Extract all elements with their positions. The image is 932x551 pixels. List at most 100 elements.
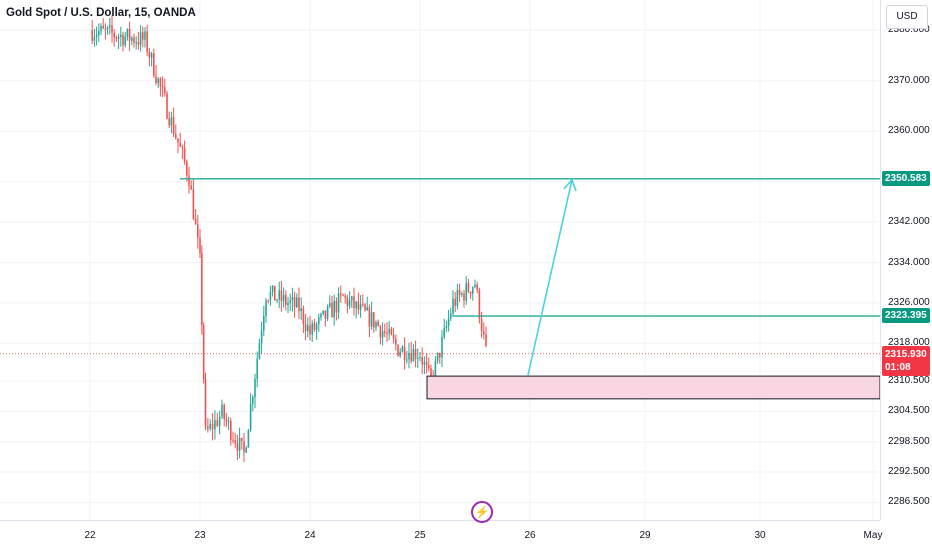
candle-body (227, 420, 230, 422)
candle-body (109, 25, 111, 28)
candle-body (278, 290, 280, 300)
candle-body (254, 378, 256, 398)
lightning-icon[interactable]: ⚡ (471, 501, 493, 523)
candle-body (370, 312, 373, 327)
candle-body (366, 307, 368, 311)
candle-body (190, 185, 192, 190)
candle-body (315, 324, 318, 330)
candle-body (340, 293, 342, 295)
date-tick-label: 23 (194, 530, 206, 541)
candle-body (128, 28, 131, 41)
candle-body (104, 28, 107, 30)
price-tick-label: 2310.500 (888, 375, 930, 387)
time-axis[interactable] (0, 520, 880, 551)
candle-body (276, 299, 278, 301)
candles (91, 15, 487, 463)
date-tick-label: 24 (304, 530, 316, 541)
candle-body (209, 423, 212, 429)
candle-body (201, 253, 203, 325)
candle-body (245, 447, 247, 453)
candle-body (211, 423, 214, 430)
candle-body (476, 284, 478, 290)
candle-body (362, 303, 364, 305)
candle-body (285, 294, 287, 305)
price-axis[interactable] (880, 0, 932, 520)
candle-body (155, 76, 157, 83)
candle-body (414, 348, 417, 359)
candle-body (388, 328, 390, 334)
candle-body (218, 416, 221, 426)
candle-body (469, 291, 472, 294)
candle-body (399, 351, 401, 356)
candle-body (373, 312, 375, 328)
candle-body (120, 34, 122, 37)
candle-body (368, 307, 371, 327)
countdown-timer: 01:08 (885, 361, 911, 373)
candle-body (423, 361, 426, 365)
candle-body (410, 352, 412, 362)
candle-body (126, 28, 129, 37)
candle-body (197, 224, 199, 238)
candle-body (135, 42, 137, 44)
candle-body (461, 293, 463, 295)
last-price-tag: 2315.930 01:08 (882, 345, 930, 376)
candle-body (381, 331, 384, 338)
candle-body (153, 53, 155, 77)
candle-body (401, 346, 404, 352)
candle-body (428, 365, 430, 369)
candle-body (164, 87, 166, 94)
candle-body (265, 300, 267, 316)
candle-body (296, 297, 298, 308)
candle-body (95, 34, 98, 37)
candle-body (192, 189, 195, 219)
candle-body (480, 318, 483, 332)
candle-body (232, 439, 234, 441)
candle-body (386, 332, 388, 334)
candle-body (263, 315, 265, 331)
candle-body (342, 294, 344, 296)
chart-grid (0, 0, 880, 520)
price-tick-label: 2334.000 (888, 256, 930, 268)
candle-body (214, 419, 216, 430)
candle-body (267, 300, 269, 302)
candle-body (458, 290, 461, 295)
candle-body (412, 348, 415, 362)
candle-body (355, 301, 357, 309)
date-tick-label: 26 (524, 530, 536, 541)
candle-body (335, 300, 338, 313)
candle-body (122, 34, 124, 46)
candle-body (408, 352, 410, 360)
candle-body (291, 297, 294, 301)
candle-body (406, 359, 408, 361)
date-tick-label: 29 (639, 530, 651, 541)
price-tick-label: 2342.000 (888, 216, 930, 228)
candle-body (304, 323, 307, 332)
candle-body (348, 300, 351, 307)
candle-body (115, 37, 118, 39)
candle-body (249, 403, 252, 430)
candle-body (139, 32, 142, 45)
drawing-levels[interactable] (0, 178, 881, 400)
candle-body (357, 301, 360, 310)
currency-button[interactable]: USD (886, 5, 928, 29)
price-tick-label: 2380.000 (888, 24, 930, 36)
candle-body (241, 437, 243, 442)
candle-body (181, 146, 184, 149)
candle-body (311, 323, 313, 335)
candle-body (113, 32, 115, 38)
candle-body (269, 291, 272, 301)
candle-body (436, 352, 439, 362)
candle-body (282, 294, 285, 302)
candle-body (133, 37, 135, 43)
candle-body (430, 368, 432, 380)
target-arrow-line (527, 179, 573, 376)
candle-body (445, 325, 448, 328)
candle-body (247, 429, 250, 448)
candle-body (146, 31, 148, 53)
candle-body (157, 78, 159, 83)
candle-body (390, 328, 393, 335)
candle-body (465, 283, 467, 301)
candle-body (144, 31, 146, 40)
candle-body (364, 304, 366, 311)
